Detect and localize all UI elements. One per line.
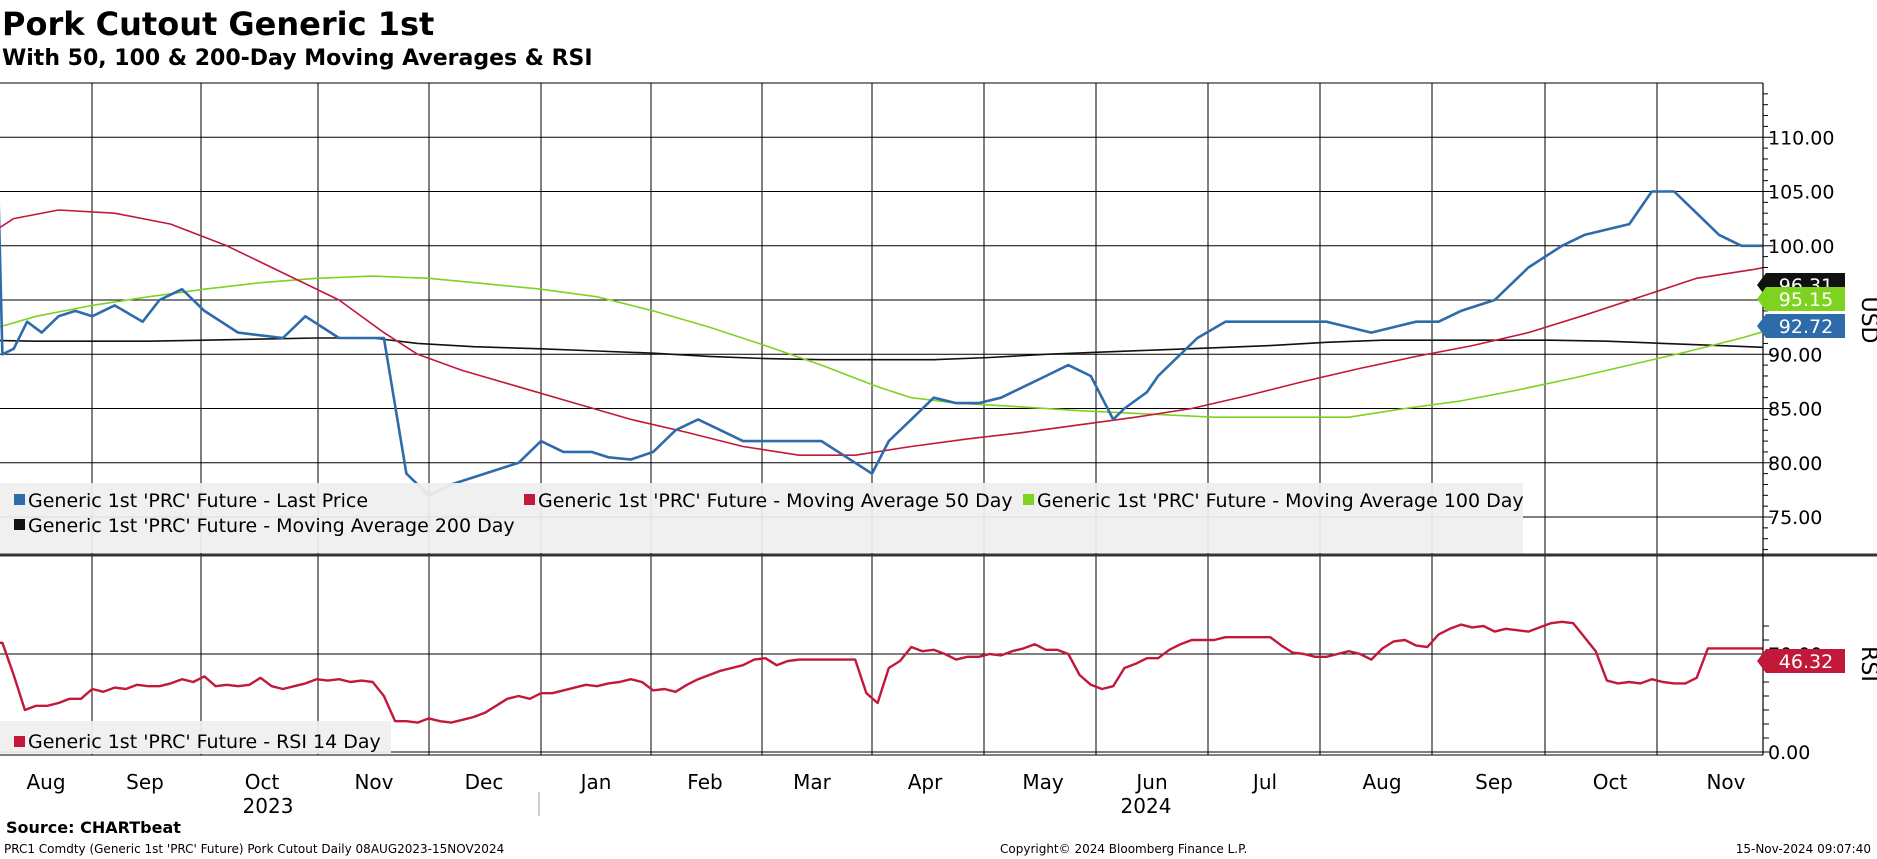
- last-value-badge: [1757, 649, 1845, 673]
- x-month-label: Sep: [126, 770, 164, 794]
- x-month-label: Sep: [1475, 770, 1513, 794]
- x-month-label: Jul: [1251, 770, 1277, 794]
- y-tick-label: 100.00: [1768, 236, 1834, 258]
- legend-swatch: [14, 519, 25, 530]
- legend-label: Generic 1st 'PRC' Future - RSI 14 Day: [28, 731, 381, 753]
- main-series-group: [0, 190, 1763, 497]
- rsi-axis-label: RSI: [1856, 646, 1877, 682]
- legend-swatch: [524, 494, 535, 505]
- series-line-rsi: [0, 620, 1763, 724]
- footer-timestamp: 15-Nov-2024 09:07:40: [1735, 842, 1871, 856]
- y-tick-label: 110.00: [1768, 127, 1834, 149]
- legend-label: Generic 1st 'PRC' Future - Last Price: [28, 490, 368, 512]
- legend-label: Generic 1st 'PRC' Future - Moving Averag…: [1037, 490, 1524, 512]
- y-tick-label: 80.00: [1768, 453, 1822, 475]
- legend-swatch: [14, 736, 25, 747]
- x-month-label: Nov: [1706, 770, 1745, 794]
- chart-title: Pork Cutout Generic 1st: [2, 5, 435, 43]
- x-month-label: Aug: [26, 770, 65, 794]
- legend-swatch: [1023, 494, 1034, 505]
- y-tick-label: 85.00: [1768, 399, 1822, 421]
- rsi-series-group: [0, 620, 1763, 724]
- x-month-label: Dec: [465, 770, 504, 794]
- series-line-generic-1st-prc-future-moving-average-50-day: [0, 209, 1763, 456]
- x-month-label: May: [1022, 770, 1064, 794]
- y-axis-label: USD: [1856, 296, 1877, 343]
- x-month-label: Aug: [1362, 770, 1401, 794]
- footer-ticker-info: PRC1 Comdty (Generic 1st 'PRC' Future) P…: [4, 842, 505, 856]
- last-value-text: 92.72: [1779, 316, 1833, 338]
- y-tick-label: 90.00: [1768, 344, 1822, 366]
- y-tick-label: 75.00: [1768, 507, 1822, 529]
- last-value-text: 95.15: [1779, 289, 1833, 311]
- x-year-label: 2024: [1121, 794, 1172, 818]
- x-month-label: Mar: [793, 770, 832, 794]
- axis-group: 110.00105.00100.0095.0090.0085.0080.0075…: [26, 83, 1877, 818]
- last-value-badge: [1757, 287, 1845, 311]
- footer-copyright: Copyright© 2024 Bloomberg Finance L.P.: [1000, 842, 1248, 856]
- grid: [0, 82, 1877, 756]
- last-value-badge: [1757, 314, 1845, 338]
- legend-label: Generic 1st 'PRC' Future - Moving Averag…: [538, 490, 1013, 512]
- series-line-generic-1st-prc-future-moving-average-100-day: [0, 275, 1763, 418]
- source-note: Source: CHARTbeat: [6, 818, 181, 837]
- x-month-label: Jan: [579, 770, 612, 794]
- x-year-label: 2023: [243, 794, 294, 818]
- x-month-label: Nov: [354, 770, 393, 794]
- legend-label: Generic 1st 'PRC' Future - Moving Averag…: [28, 515, 515, 537]
- x-month-label: Jun: [1134, 770, 1167, 794]
- x-month-label: Oct: [245, 770, 280, 794]
- x-month-label: Feb: [687, 770, 722, 794]
- y-tick-label: 105.00: [1768, 182, 1834, 204]
- legend-swatch: [14, 494, 25, 505]
- main-legend-box: [0, 483, 1523, 553]
- rsi-y-tick-label: 0.00: [1768, 742, 1810, 764]
- rsi-legend-box: [0, 721, 391, 754]
- last-value-text: 46.32: [1779, 651, 1833, 673]
- legend-group: Generic 1st 'PRC' Future - Last Price Gen…: [0, 483, 1524, 754]
- chart-subtitle: With 50, 100 & 200-Day Moving Averages &…: [2, 46, 593, 71]
- x-month-label: Apr: [908, 770, 943, 794]
- series-line-generic-1st-prc-future-moving-average-200-day: [0, 337, 1763, 361]
- x-month-label: Oct: [1593, 770, 1628, 794]
